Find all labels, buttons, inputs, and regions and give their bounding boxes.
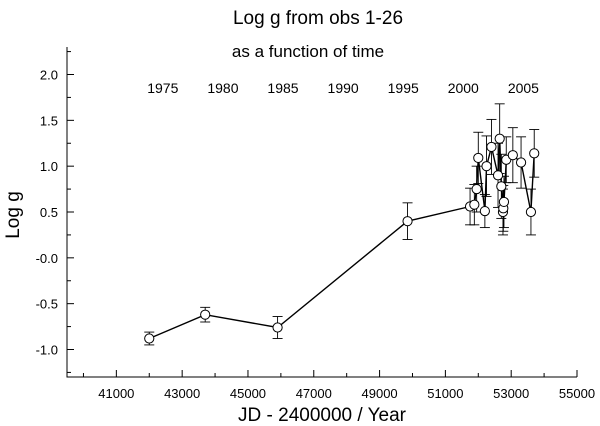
y-tick-label: -0.5	[36, 297, 58, 312]
x-tick-label: 45000	[230, 386, 266, 401]
y-tick-label: -0.0	[36, 251, 58, 266]
y-axis-ticks: 2.0 1.5 1.0 0.5 -0.0 -0.5 -1.0	[36, 51, 74, 373]
x-tick-label: 49000	[362, 386, 398, 401]
year-label: 1975	[147, 80, 178, 96]
y-tick-label: 0.5	[40, 205, 58, 220]
data-point	[507, 150, 518, 161]
x-tick-label: 47000	[296, 386, 332, 401]
data-point	[144, 333, 155, 344]
data-point	[471, 183, 482, 195]
data-point	[402, 216, 413, 227]
x-axis-label: JD - 2400000 / Year	[238, 405, 407, 426]
data-point	[525, 206, 537, 218]
data-point	[469, 199, 480, 210]
y-tick-label: -1.0	[36, 343, 58, 358]
chart-subtitle: as a function of time	[232, 42, 384, 61]
x-tick-label: 43000	[164, 386, 200, 401]
year-label: 1990	[328, 80, 359, 96]
year-label: 1995	[388, 80, 419, 96]
data-point	[200, 309, 211, 320]
data-point	[479, 205, 490, 217]
data-point	[498, 196, 510, 208]
x-tick-label: 53000	[493, 386, 529, 401]
y-tick-label: 1.0	[40, 159, 58, 174]
data-point	[486, 141, 497, 153]
year-label: 2000	[448, 80, 479, 96]
data-point	[496, 181, 507, 192]
x-tick-label: 51000	[427, 386, 463, 401]
year-label: 1985	[267, 80, 298, 96]
data-point	[529, 148, 540, 159]
y-tick-label: 2.0	[40, 68, 58, 83]
year-label: 1980	[207, 80, 238, 96]
x-tick-label: 55000	[559, 386, 595, 401]
plot-axes	[66, 47, 577, 378]
data-point	[481, 161, 492, 172]
data-points	[144, 133, 540, 344]
y-axis-label: Log g	[3, 191, 24, 239]
year-label: 2005	[508, 80, 539, 96]
year-labels: 1975 1980 1985 1990 1995 2000 2005	[147, 80, 539, 96]
data-point	[515, 157, 527, 168]
data-point	[473, 152, 484, 164]
error-bars	[144, 103, 540, 346]
y-tick-label: 1.5	[40, 113, 58, 128]
chart-title: Log g from obs 1-26	[233, 8, 403, 29]
x-axis-ticks: 41000 43000 45000 47000 49000 51000 53000 55000	[82, 370, 595, 401]
data-point	[494, 133, 505, 144]
data-point	[272, 322, 283, 333]
data-point	[492, 170, 504, 181]
x-tick-label: 41000	[98, 386, 134, 401]
